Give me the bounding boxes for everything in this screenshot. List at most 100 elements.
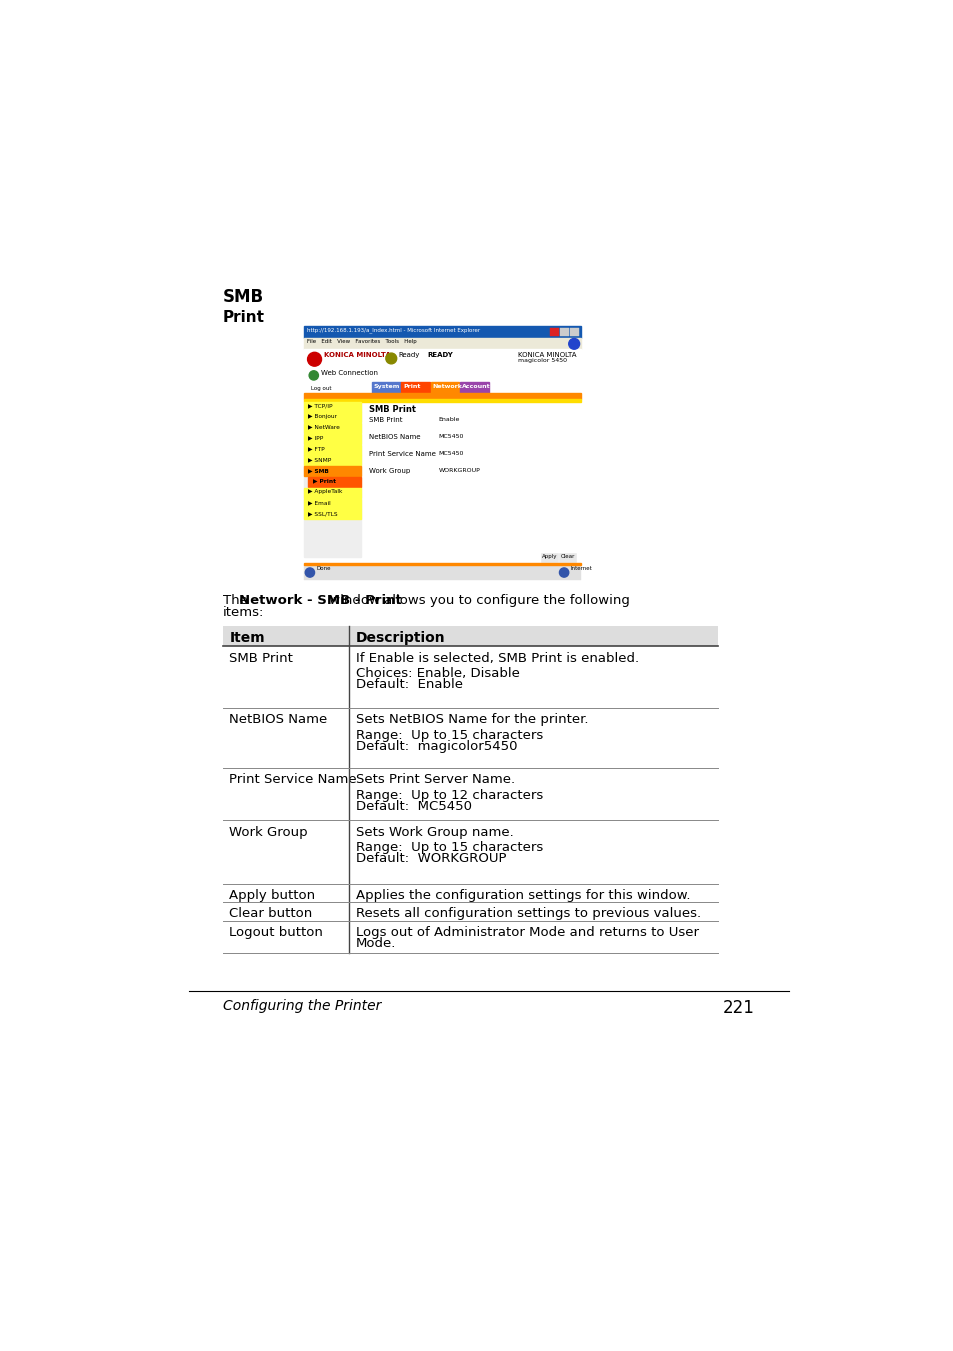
Text: Default:  magicolor5450: Default: magicolor5450 <box>355 739 517 753</box>
Text: Default:  Enable: Default: Enable <box>355 678 462 690</box>
Bar <box>303 401 360 557</box>
Bar <box>308 477 360 488</box>
Text: SMB Print: SMB Print <box>369 405 416 413</box>
Bar <box>540 554 558 562</box>
Bar <box>303 349 580 580</box>
Bar <box>303 412 360 423</box>
Bar <box>303 349 580 384</box>
Text: Apply: Apply <box>542 554 558 559</box>
Text: Print: Print <box>402 384 420 389</box>
Bar <box>570 328 578 336</box>
Text: ▶ AppleTalk: ▶ AppleTalk <box>308 489 342 494</box>
Bar <box>303 401 360 412</box>
Circle shape <box>568 339 579 349</box>
Text: Print Service Name: Print Service Name <box>369 451 436 457</box>
Text: Description: Description <box>355 631 445 644</box>
Text: KONICA MINOLTA: KONICA MINOLTA <box>517 351 576 358</box>
Bar <box>558 554 576 562</box>
Text: Logout button: Logout button <box>229 925 323 939</box>
Text: NetBIOS Name: NetBIOS Name <box>229 713 327 727</box>
Bar <box>303 488 360 497</box>
Text: If Enable is selected, SMB Print is enabled.: If Enable is selected, SMB Print is enab… <box>355 651 639 665</box>
Text: SMB Print: SMB Print <box>229 651 293 665</box>
Text: ▶ FTP: ▶ FTP <box>308 446 325 451</box>
Text: SMB Print: SMB Print <box>369 417 402 423</box>
Circle shape <box>305 567 314 577</box>
Text: Resets all configuration settings to previous values.: Resets all configuration settings to pre… <box>355 908 700 920</box>
Text: Network: Network <box>432 384 462 389</box>
Bar <box>431 382 459 393</box>
Bar <box>303 326 580 339</box>
Text: ▶ Bonjour: ▶ Bonjour <box>308 413 337 419</box>
Bar <box>310 385 332 394</box>
Text: Sets Work Group name.: Sets Work Group name. <box>355 825 513 839</box>
Text: Clear: Clear <box>560 554 575 559</box>
Bar <box>303 434 360 444</box>
Bar <box>436 466 484 477</box>
Text: Item: Item <box>229 631 265 644</box>
Bar <box>223 627 717 952</box>
Circle shape <box>309 370 318 380</box>
Bar <box>550 328 558 336</box>
Text: Account: Account <box>461 384 490 389</box>
Bar <box>303 393 580 400</box>
Text: Default:  WORKGROUP: Default: WORKGROUP <box>355 852 506 865</box>
Bar <box>223 627 717 646</box>
Text: Enable: Enable <box>438 417 459 422</box>
Text: The: The <box>223 594 252 607</box>
Text: Sets Print Server Name.: Sets Print Server Name. <box>355 774 515 786</box>
Text: File   Edit   View   Favorites   Tools   Help: File Edit View Favorites Tools Help <box>307 339 416 345</box>
Text: Apply button: Apply button <box>229 889 315 902</box>
Circle shape <box>307 353 321 366</box>
Text: ▶ IPP: ▶ IPP <box>308 435 323 440</box>
Text: READY: READY <box>427 351 453 358</box>
Text: Range:  Up to 15 characters: Range: Up to 15 characters <box>355 728 542 742</box>
Text: MC5450: MC5450 <box>438 434 463 439</box>
Bar <box>303 326 580 580</box>
Text: Mode.: Mode. <box>355 936 395 950</box>
Text: ▶ Email: ▶ Email <box>308 500 331 505</box>
Text: Default:  MC5450: Default: MC5450 <box>355 800 471 813</box>
Bar <box>303 400 580 401</box>
Circle shape <box>558 567 568 577</box>
Text: Logs out of Administrator Mode and returns to User: Logs out of Administrator Mode and retur… <box>355 925 698 939</box>
Bar <box>436 416 484 426</box>
Bar <box>303 423 360 434</box>
Text: SMB: SMB <box>223 288 264 305</box>
Text: http://192.168.1.193/a_Index.html - Microsoft Internet Explorer: http://192.168.1.193/a_Index.html - Micr… <box>307 327 479 332</box>
Text: window allows you to configure the following: window allows you to configure the follo… <box>325 594 630 607</box>
Text: Applies the configuration settings for this window.: Applies the configuration settings for t… <box>355 889 689 902</box>
Text: WORKGROUP: WORKGROUP <box>438 467 479 473</box>
Text: 221: 221 <box>722 1000 754 1017</box>
Bar <box>303 509 360 519</box>
Text: Ready: Ready <box>397 353 419 358</box>
Bar <box>303 466 360 477</box>
Text: KONICA MINOLTA: KONICA MINOLTA <box>323 351 390 358</box>
Bar <box>436 432 484 442</box>
Text: Choices: Enable, Disable: Choices: Enable, Disable <box>355 667 519 681</box>
Text: Internet: Internet <box>570 566 592 571</box>
Bar <box>459 382 488 393</box>
Bar <box>303 339 580 349</box>
Text: ▶ SMB: ▶ SMB <box>308 467 329 473</box>
Text: Log out: Log out <box>311 386 332 392</box>
Bar <box>303 499 360 508</box>
Text: Sets NetBIOS Name for the printer.: Sets NetBIOS Name for the printer. <box>355 713 587 727</box>
Text: ▶ TCP/IP: ▶ TCP/IP <box>308 403 333 408</box>
Bar <box>303 326 580 580</box>
Circle shape <box>385 353 396 363</box>
Text: Web Connection: Web Connection <box>320 370 377 376</box>
Bar <box>372 382 400 393</box>
Bar <box>303 455 360 466</box>
Text: magicolor 5450: magicolor 5450 <box>517 358 566 363</box>
Bar <box>362 401 579 542</box>
Text: Range:  Up to 15 characters: Range: Up to 15 characters <box>355 842 542 854</box>
Text: Range:  Up to 12 characters: Range: Up to 12 characters <box>355 789 542 802</box>
Text: Print Service Name: Print Service Name <box>229 774 356 786</box>
Text: System: System <box>373 384 399 389</box>
Text: Network - SMB - Print: Network - SMB - Print <box>238 594 401 607</box>
Bar <box>303 565 580 580</box>
Text: ▶ Print: ▶ Print <box>313 478 335 484</box>
Text: Work Group: Work Group <box>369 467 410 474</box>
Bar <box>436 450 484 459</box>
